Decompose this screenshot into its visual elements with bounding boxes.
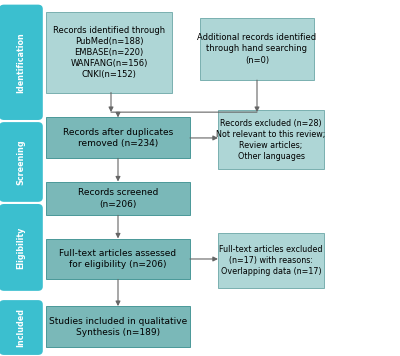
FancyBboxPatch shape	[0, 300, 43, 355]
FancyBboxPatch shape	[0, 5, 43, 120]
FancyBboxPatch shape	[0, 204, 43, 291]
Text: Identification: Identification	[16, 32, 26, 93]
Text: Included: Included	[16, 308, 26, 347]
Text: Screening: Screening	[16, 139, 26, 185]
Text: Records screened
(n=206): Records screened (n=206)	[78, 188, 158, 209]
Text: Full-text articles excluded
(n=17) with reasons:
Overlapping data (n=17): Full-text articles excluded (n=17) with …	[219, 245, 323, 276]
FancyBboxPatch shape	[46, 117, 190, 158]
FancyBboxPatch shape	[46, 12, 172, 93]
Text: Eligibility: Eligibility	[16, 226, 26, 269]
Text: Records after duplicates
removed (n=234): Records after duplicates removed (n=234)	[63, 128, 173, 148]
FancyBboxPatch shape	[200, 18, 314, 80]
FancyBboxPatch shape	[218, 233, 324, 288]
FancyBboxPatch shape	[46, 239, 190, 279]
FancyBboxPatch shape	[46, 306, 190, 347]
Text: Full-text articles assessed
for eligibility (n=206): Full-text articles assessed for eligibil…	[60, 249, 176, 269]
FancyBboxPatch shape	[218, 110, 324, 169]
Text: Studies included in qualitative
Synthesis (n=189): Studies included in qualitative Synthesi…	[49, 316, 187, 337]
FancyBboxPatch shape	[46, 182, 190, 215]
Text: Additional records identified
through hand searching
(n=0): Additional records identified through ha…	[198, 33, 316, 64]
Text: Records identified through
PubMed(n=188)
EMBASE(n=220)
WANFANG(n=156)
CNKI(n=152: Records identified through PubMed(n=188)…	[53, 26, 165, 79]
Text: Records excluded (n=28)
Not relevant to this review;
Review articles;
Other lang: Records excluded (n=28) Not relevant to …	[216, 119, 326, 161]
FancyBboxPatch shape	[0, 122, 43, 202]
